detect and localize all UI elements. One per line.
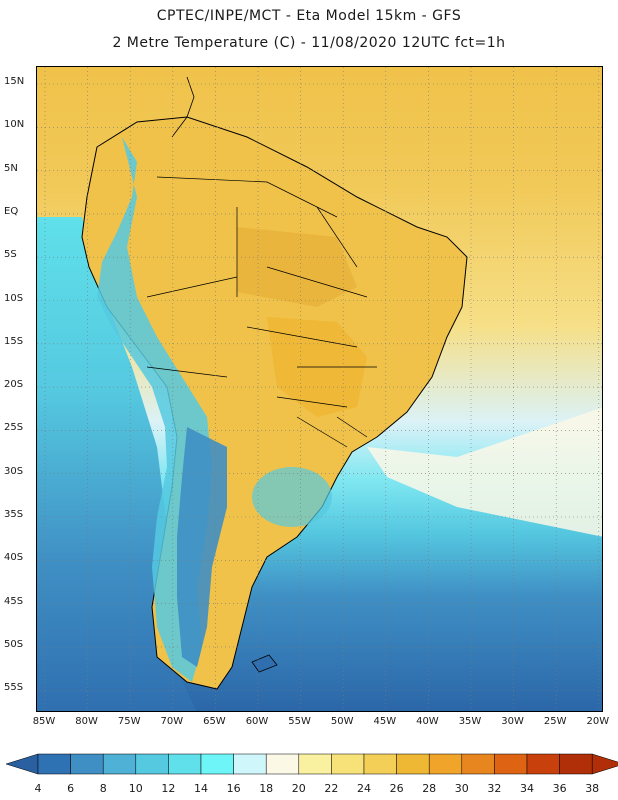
title-line-2: 2 Metre Temperature (C) - 11/08/2020 12U… xyxy=(112,35,506,51)
lat-tick-label: 15N xyxy=(4,76,25,87)
colorbar-label: 38 xyxy=(585,782,600,795)
lon-tick-label: 70W xyxy=(160,716,184,727)
colorbar-label: 8 xyxy=(99,782,107,795)
colorbar-label: 16 xyxy=(226,782,241,795)
lat-tick-label: 10S xyxy=(4,292,24,304)
lon-tick-label: 80W xyxy=(75,716,98,727)
lon-tick-label: 85W xyxy=(32,716,56,727)
lat-tick-label: 10N xyxy=(4,119,25,131)
colorbar-label: 20 xyxy=(291,782,306,795)
lon-tick-label: 50W xyxy=(330,716,354,727)
lon-tick-label: 40W xyxy=(416,716,439,727)
colorbar-cell xyxy=(102,753,137,775)
lon-tick-label: 65W xyxy=(203,716,226,727)
lat-tick-label: 35S xyxy=(4,509,24,520)
colorbar-cell xyxy=(70,753,104,775)
colorbar-label: 18 xyxy=(259,782,274,795)
colorbar-label: 32 xyxy=(487,782,502,795)
lat-tick-label: 45S xyxy=(4,595,24,607)
lat-lon-grid xyxy=(37,67,602,711)
colorbar-cell xyxy=(461,753,495,775)
colorbar-cell xyxy=(168,753,202,775)
colorbar-cell xyxy=(559,753,593,775)
colorbar-cell xyxy=(298,753,332,775)
colorbar-label: 10 xyxy=(128,782,143,795)
uruguay-area xyxy=(252,467,332,527)
colorbar-label: 30 xyxy=(454,782,469,795)
colorbar-cell xyxy=(396,753,430,775)
temperature-map xyxy=(36,66,603,712)
central-america-coast xyxy=(171,76,195,138)
colorbar-label: 22 xyxy=(324,782,339,795)
colorbar-cell xyxy=(135,753,169,775)
lon-tick-label: 20W xyxy=(586,716,610,727)
lat-tick-label: 20S xyxy=(4,379,24,391)
colorbar-label: 24 xyxy=(357,782,371,795)
colorbar-label: 26 xyxy=(389,782,404,795)
lat-tick-label: 5N xyxy=(4,162,18,174)
colorbar-label: 12 xyxy=(161,782,176,795)
lon-tick-label: 55W xyxy=(288,716,311,727)
colorbar xyxy=(5,753,618,775)
colorbar-label: 34 xyxy=(520,782,534,795)
title-line-1: CPTEC/INPE/MCT - Eta Model 15km - GFS xyxy=(156,8,462,24)
colorbar-cell xyxy=(526,753,560,775)
lon-tick-label: 75W xyxy=(117,716,141,727)
lon-tick-label: 25W xyxy=(543,716,567,727)
warm-ocean-band xyxy=(367,407,602,537)
colorbar-label: 36 xyxy=(552,782,567,795)
colorbar-min-arrow xyxy=(5,753,39,775)
lon-tick-label: 35W xyxy=(458,716,482,727)
lat-tick-label: 50S xyxy=(4,638,24,650)
amazon-hot xyxy=(237,227,357,307)
lon-tick-label: 30W xyxy=(501,716,524,727)
patagonia-cold xyxy=(177,427,227,667)
colorbar-label: 28 xyxy=(422,782,437,795)
colorbar-cell xyxy=(37,753,71,775)
colorbar-label: 6 xyxy=(67,782,75,795)
lat-tick-label: EQ xyxy=(4,205,19,217)
lon-tick-label: 45W xyxy=(373,716,397,727)
colorbar-cell xyxy=(200,753,234,775)
colorbar-label: 4 xyxy=(34,782,42,795)
colorbar-cell xyxy=(331,753,365,775)
colorbar-cell xyxy=(363,753,397,775)
colorbar-cell xyxy=(494,753,528,775)
map-canvas xyxy=(37,67,602,711)
lat-tick-label: 5S xyxy=(4,249,17,261)
lat-tick-label: 55S xyxy=(4,682,24,694)
colorbar-label: 14 xyxy=(194,782,208,795)
colorbar-cell xyxy=(233,753,267,775)
lat-tick-label: 30S xyxy=(4,465,24,477)
lon-tick-label: 60W xyxy=(245,716,269,727)
colorbar-max-arrow xyxy=(591,753,618,775)
colorbar-cell xyxy=(265,753,300,775)
lat-tick-label: 40S xyxy=(4,552,24,564)
country-borders xyxy=(146,176,377,448)
lat-tick-label: 15S xyxy=(4,335,24,347)
lat-tick-label: 25S xyxy=(4,422,24,434)
colorbar-cell xyxy=(428,753,463,775)
